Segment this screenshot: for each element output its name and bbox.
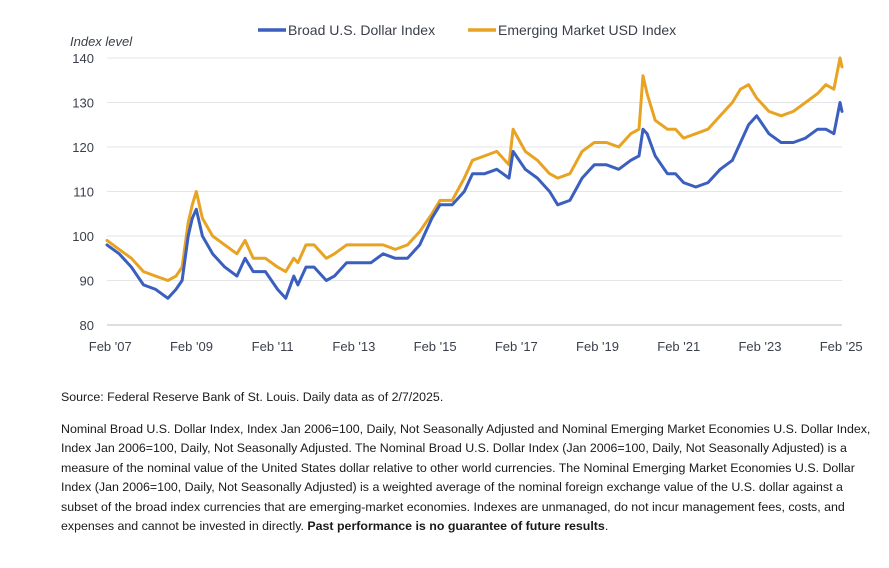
- x-tick-labels: Feb '07 Feb '09 Feb '11 Feb '13 Feb '15 Feb '…: [89, 339, 863, 354]
- y-tick-labels: 80 90 100 110 120 130 140: [72, 51, 94, 333]
- source-note: Source: Federal Reserve Bank of St. Loui…: [61, 390, 444, 404]
- y-tick-label: 140: [72, 51, 94, 66]
- y-tick-label: 120: [72, 140, 94, 155]
- legend-label-em: Emerging Market USD Index: [498, 22, 676, 38]
- disclaimer: Past performance is no guarantee of futu…: [307, 519, 605, 533]
- y-tick-label: 110: [73, 185, 94, 200]
- legend-label-broad: Broad U.S. Dollar Index: [288, 22, 435, 38]
- x-tick-label: Feb '19: [576, 339, 619, 354]
- x-tick-label: Feb '11: [252, 339, 294, 354]
- x-tick-label: Feb '21: [657, 339, 700, 354]
- chart-notes: Source: Federal Reserve Bank of St. Loui…: [61, 388, 876, 537]
- y-axis-label: Index level: [70, 34, 133, 49]
- x-tick-label: Feb '23: [738, 339, 781, 354]
- x-tick-label: Feb '15: [414, 339, 457, 354]
- x-tick-label: Feb '25: [820, 339, 863, 354]
- series-lines: [105, 56, 844, 300]
- x-tick-label: Feb '17: [495, 339, 538, 354]
- x-tick-label: Feb '07: [89, 339, 132, 354]
- series-line-broad-usd: [105, 101, 844, 300]
- y-tick-label: 80: [80, 318, 94, 333]
- methodology-text: Nominal Broad U.S. Dollar Index, Index J…: [61, 421, 871, 534]
- x-tick-label: Feb '13: [332, 339, 375, 354]
- methodology-note: Nominal Broad U.S. Dollar Index, Index J…: [61, 420, 876, 537]
- disclaimer-end: .: [604, 519, 609, 533]
- y-tick-label: 130: [72, 96, 94, 111]
- line-chart: 80 90 100 110 120 130 140 Feb '07 Feb '09 Feb '1…: [70, 22, 863, 354]
- gridlines: [107, 57, 842, 326]
- legend: Broad U.S. Dollar Index Emerging Market …: [258, 22, 676, 38]
- y-tick-label: 100: [72, 229, 94, 244]
- y-tick-label: 90: [80, 274, 94, 289]
- x-tick-label: Feb '09: [170, 339, 213, 354]
- series-line-emerging-market-usd: [105, 56, 844, 282]
